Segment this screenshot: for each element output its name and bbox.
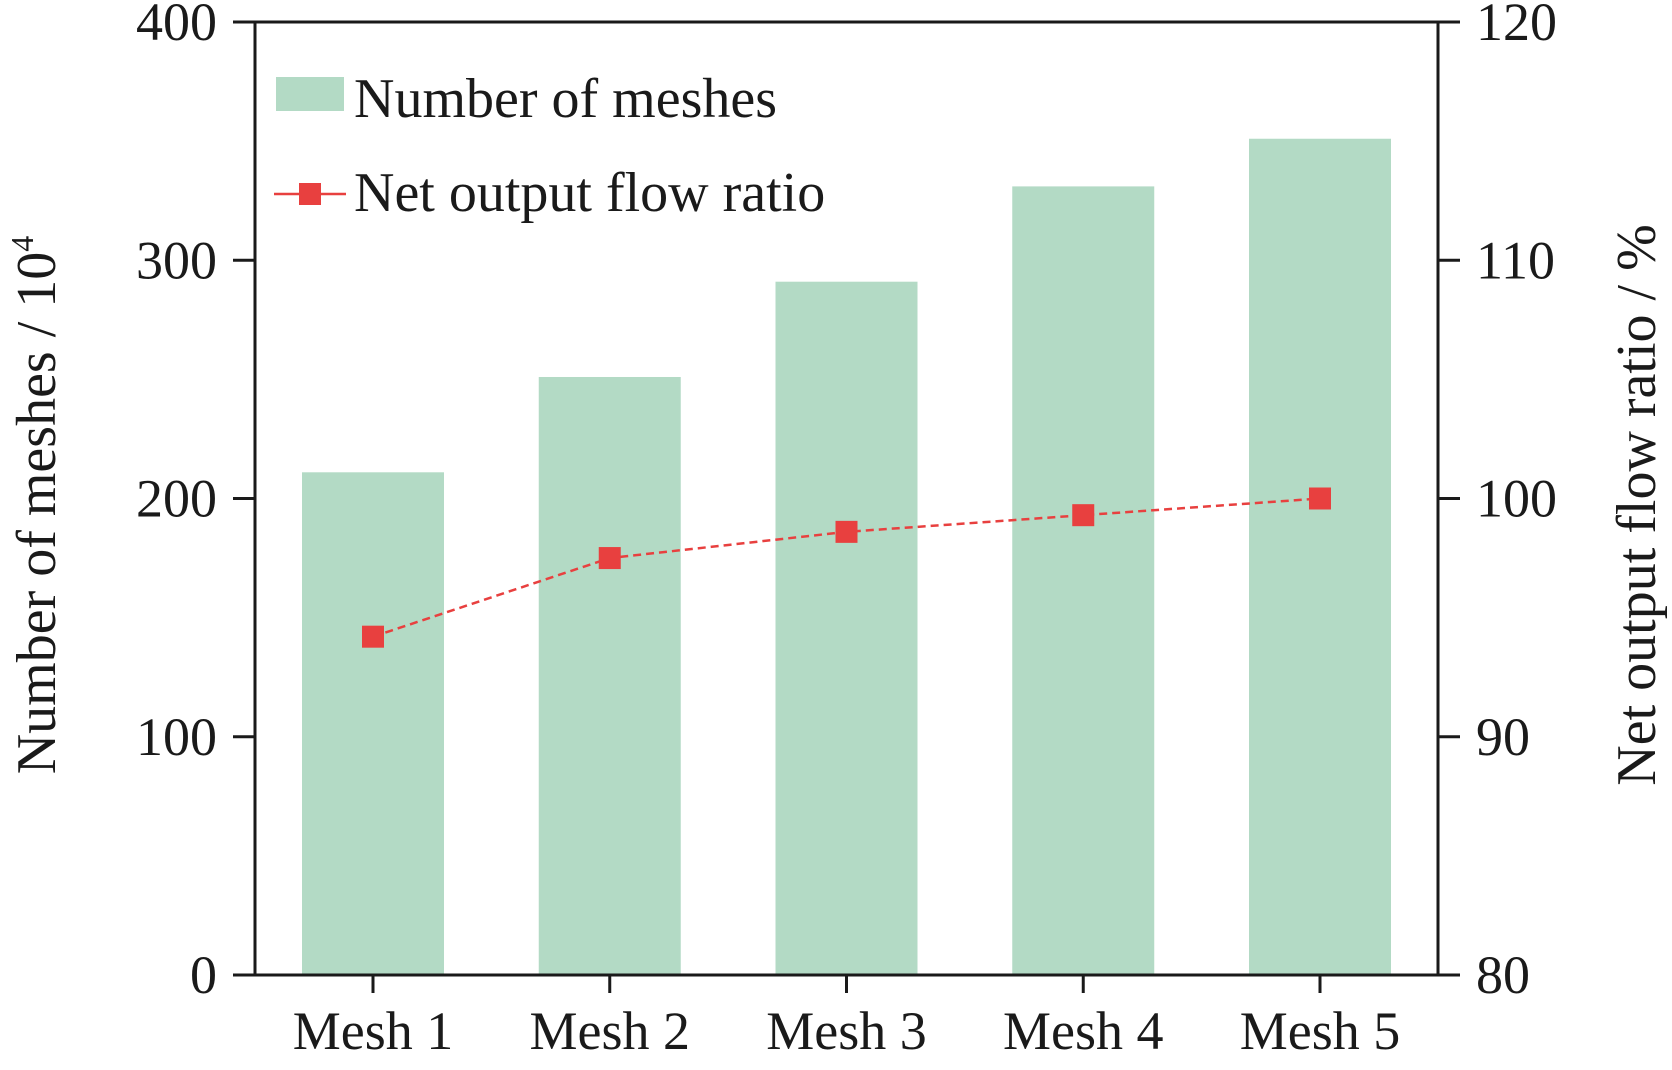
x-tick-label: Mesh 4 [1003,1001,1164,1061]
y2-tick-label: 90 [1476,707,1530,767]
x-tick-label: Mesh 1 [293,1001,454,1061]
y-axis-title-superscript: 4 [4,236,40,252]
x-tick-label: Mesh 5 [1240,1001,1401,1061]
y2-tick-label: 100 [1476,469,1557,529]
y-axis-title: Number of meshes / 104 [4,236,68,775]
y2-tick-label: 110 [1476,230,1555,290]
y-axis-title-text: Number of meshes / 10 [6,252,68,775]
bar-1 [302,472,444,975]
y-tick-label: 400 [136,0,217,52]
flow-ratio-point-4 [1072,504,1095,527]
legend-swatch-bars [276,77,344,111]
bars-layer [302,138,1391,975]
flow-ratio-point-2 [598,547,621,570]
bar-3 [775,281,918,975]
y2-tick-label: 120 [1476,0,1557,52]
y-tick-label: 200 [136,469,217,529]
y2-axis-title: Net output flow ratio / % [1606,224,1668,785]
bar-2 [538,376,681,975]
flow-ratio-point-5 [1309,487,1331,510]
x-tick-label: Mesh 3 [766,1001,927,1061]
y-tick-label: 100 [136,707,217,767]
x-tick-label: Mesh 2 [530,1001,691,1061]
legend-label-line: Net output flow ratio [354,162,825,224]
legend: Number of meshes Net output flow ratio [274,68,825,224]
flow-ratio-point-3 [835,520,858,543]
legend-swatch-marker [299,183,321,205]
ticks-layer: 0 100 200 300 400 80 90 100 110 120 Mesh 1 Mesh 2 Me… [136,0,1557,1061]
flow-ratio-point-1 [362,625,384,648]
legend-label-bars: Number of meshes [354,68,777,130]
line-layer [362,487,1331,648]
y2-tick-label: 80 [1476,945,1530,1005]
y-tick-label: 300 [136,230,217,290]
bar-5 [1249,138,1391,975]
bar-4 [1012,186,1155,975]
y-tick-label: 0 [190,945,217,1005]
